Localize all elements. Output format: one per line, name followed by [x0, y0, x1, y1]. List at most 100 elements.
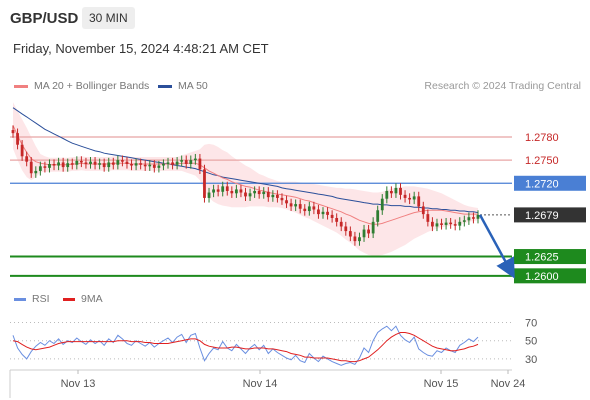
- level-label-1.2625: 1.2625: [514, 249, 586, 265]
- candle: [212, 184, 215, 198]
- rsi-series-RSI: [12, 325, 479, 366]
- candle: [43, 161, 47, 173]
- candle-body: [298, 204, 302, 209]
- candle: [389, 186, 393, 198]
- candle-body: [175, 161, 179, 165]
- candle-body: [476, 214, 480, 219]
- candle: [79, 156, 83, 168]
- price-pane[interactable]: 1.2780 1.2750 1.2720 1.2679 1.2625 1.2600: [10, 102, 586, 284]
- candle-body: [43, 166, 47, 168]
- x-tick-label: Nov 15: [424, 378, 459, 390]
- candle-body: [303, 208, 307, 212]
- rsi-pane[interactable]: 70 50 30: [10, 318, 537, 366]
- candle: [321, 207, 325, 219]
- candle-body: [408, 197, 412, 200]
- candle: [253, 186, 257, 198]
- candle: [98, 158, 102, 170]
- candle-body: [321, 211, 325, 215]
- candle-body: [462, 220, 466, 222]
- candle: [198, 153, 202, 175]
- ma50-line: [12, 107, 479, 214]
- candle-body: [431, 221, 434, 227]
- candle: [25, 151, 29, 167]
- candle: [239, 184, 243, 198]
- candle-body: [472, 217, 475, 219]
- rsi-tick-30: 30: [525, 354, 537, 366]
- level-label-1.2600: 1.2600: [514, 268, 586, 284]
- candle-body: [339, 221, 343, 227]
- candle-body: [107, 162, 111, 168]
- candle-body: [79, 160, 83, 163]
- candle: [111, 157, 115, 170]
- candle-body: [193, 158, 197, 161]
- candle-body: [66, 163, 70, 168]
- candle: [444, 217, 448, 230]
- rsi-series-9MA: [12, 332, 479, 363]
- x-axis: Nov 13 Nov 14 Nov 15 Nov 24: [9, 369, 525, 398]
- candle: [230, 186, 234, 198]
- candle-body: [130, 163, 133, 166]
- candle: [399, 183, 402, 200]
- candle-body: [348, 231, 352, 237]
- candle-body: [20, 144, 24, 157]
- candle-body: [412, 196, 416, 200]
- candle: [376, 205, 380, 227]
- candle: [385, 186, 389, 204]
- candle-body: [444, 222, 448, 225]
- candle: [276, 190, 279, 203]
- candle: [462, 215, 466, 227]
- candle: [189, 155, 193, 169]
- candle-body: [358, 237, 361, 242]
- candle-body: [180, 160, 184, 162]
- candle-body: [75, 160, 79, 165]
- candle: [476, 210, 480, 224]
- candle-body: [125, 161, 129, 164]
- candle: [125, 157, 129, 169]
- candle: [89, 157, 92, 169]
- candle: [353, 231, 357, 246]
- candle: [380, 194, 384, 215]
- candle: [121, 155, 124, 167]
- candle: [175, 157, 179, 170]
- candle: [225, 181, 229, 196]
- level-box: [514, 207, 586, 223]
- candle-body: [353, 236, 357, 242]
- level-text: 1.2625: [525, 252, 559, 264]
- candle-body: [98, 163, 102, 165]
- candle-body: [276, 194, 279, 198]
- candle: [303, 204, 307, 216]
- candle-body: [84, 162, 88, 164]
- candle-body: [399, 187, 402, 195]
- ma20-label: MA 20 + Bollinger Bands: [34, 80, 150, 92]
- candle-body: [234, 189, 238, 194]
- candle-body: [207, 192, 211, 198]
- rsi-ma-swatch: [63, 297, 75, 301]
- rsi-tick-50: 50: [525, 336, 537, 348]
- candle-body: [166, 162, 170, 164]
- candle: [371, 217, 375, 239]
- symbol-title: GBP/USD: [10, 10, 79, 27]
- level-box: [514, 249, 586, 265]
- candle: [143, 160, 147, 171]
- candle-body: [394, 187, 398, 194]
- candle-body: [417, 196, 421, 207]
- candle: [362, 224, 366, 242]
- candle-body: [330, 214, 334, 218]
- candle-body: [143, 164, 147, 167]
- candle-body: [111, 162, 115, 165]
- level-label-1.2780: 1.2780: [525, 132, 559, 144]
- candle: [417, 191, 421, 212]
- candle: [66, 158, 70, 172]
- candle-body: [262, 191, 266, 195]
- candle-body: [221, 186, 225, 192]
- candle-body: [317, 209, 320, 215]
- rsi-label: RSI: [32, 293, 50, 305]
- timeframe-badge[interactable]: 30 MIN: [82, 7, 135, 29]
- level-text: 1.2750: [525, 155, 559, 167]
- candle: [307, 201, 311, 216]
- level-text: 1.2679: [525, 210, 559, 222]
- candle: [234, 184, 238, 198]
- candle: [449, 217, 453, 229]
- candle-body: [157, 165, 161, 168]
- candle-body: [116, 160, 120, 165]
